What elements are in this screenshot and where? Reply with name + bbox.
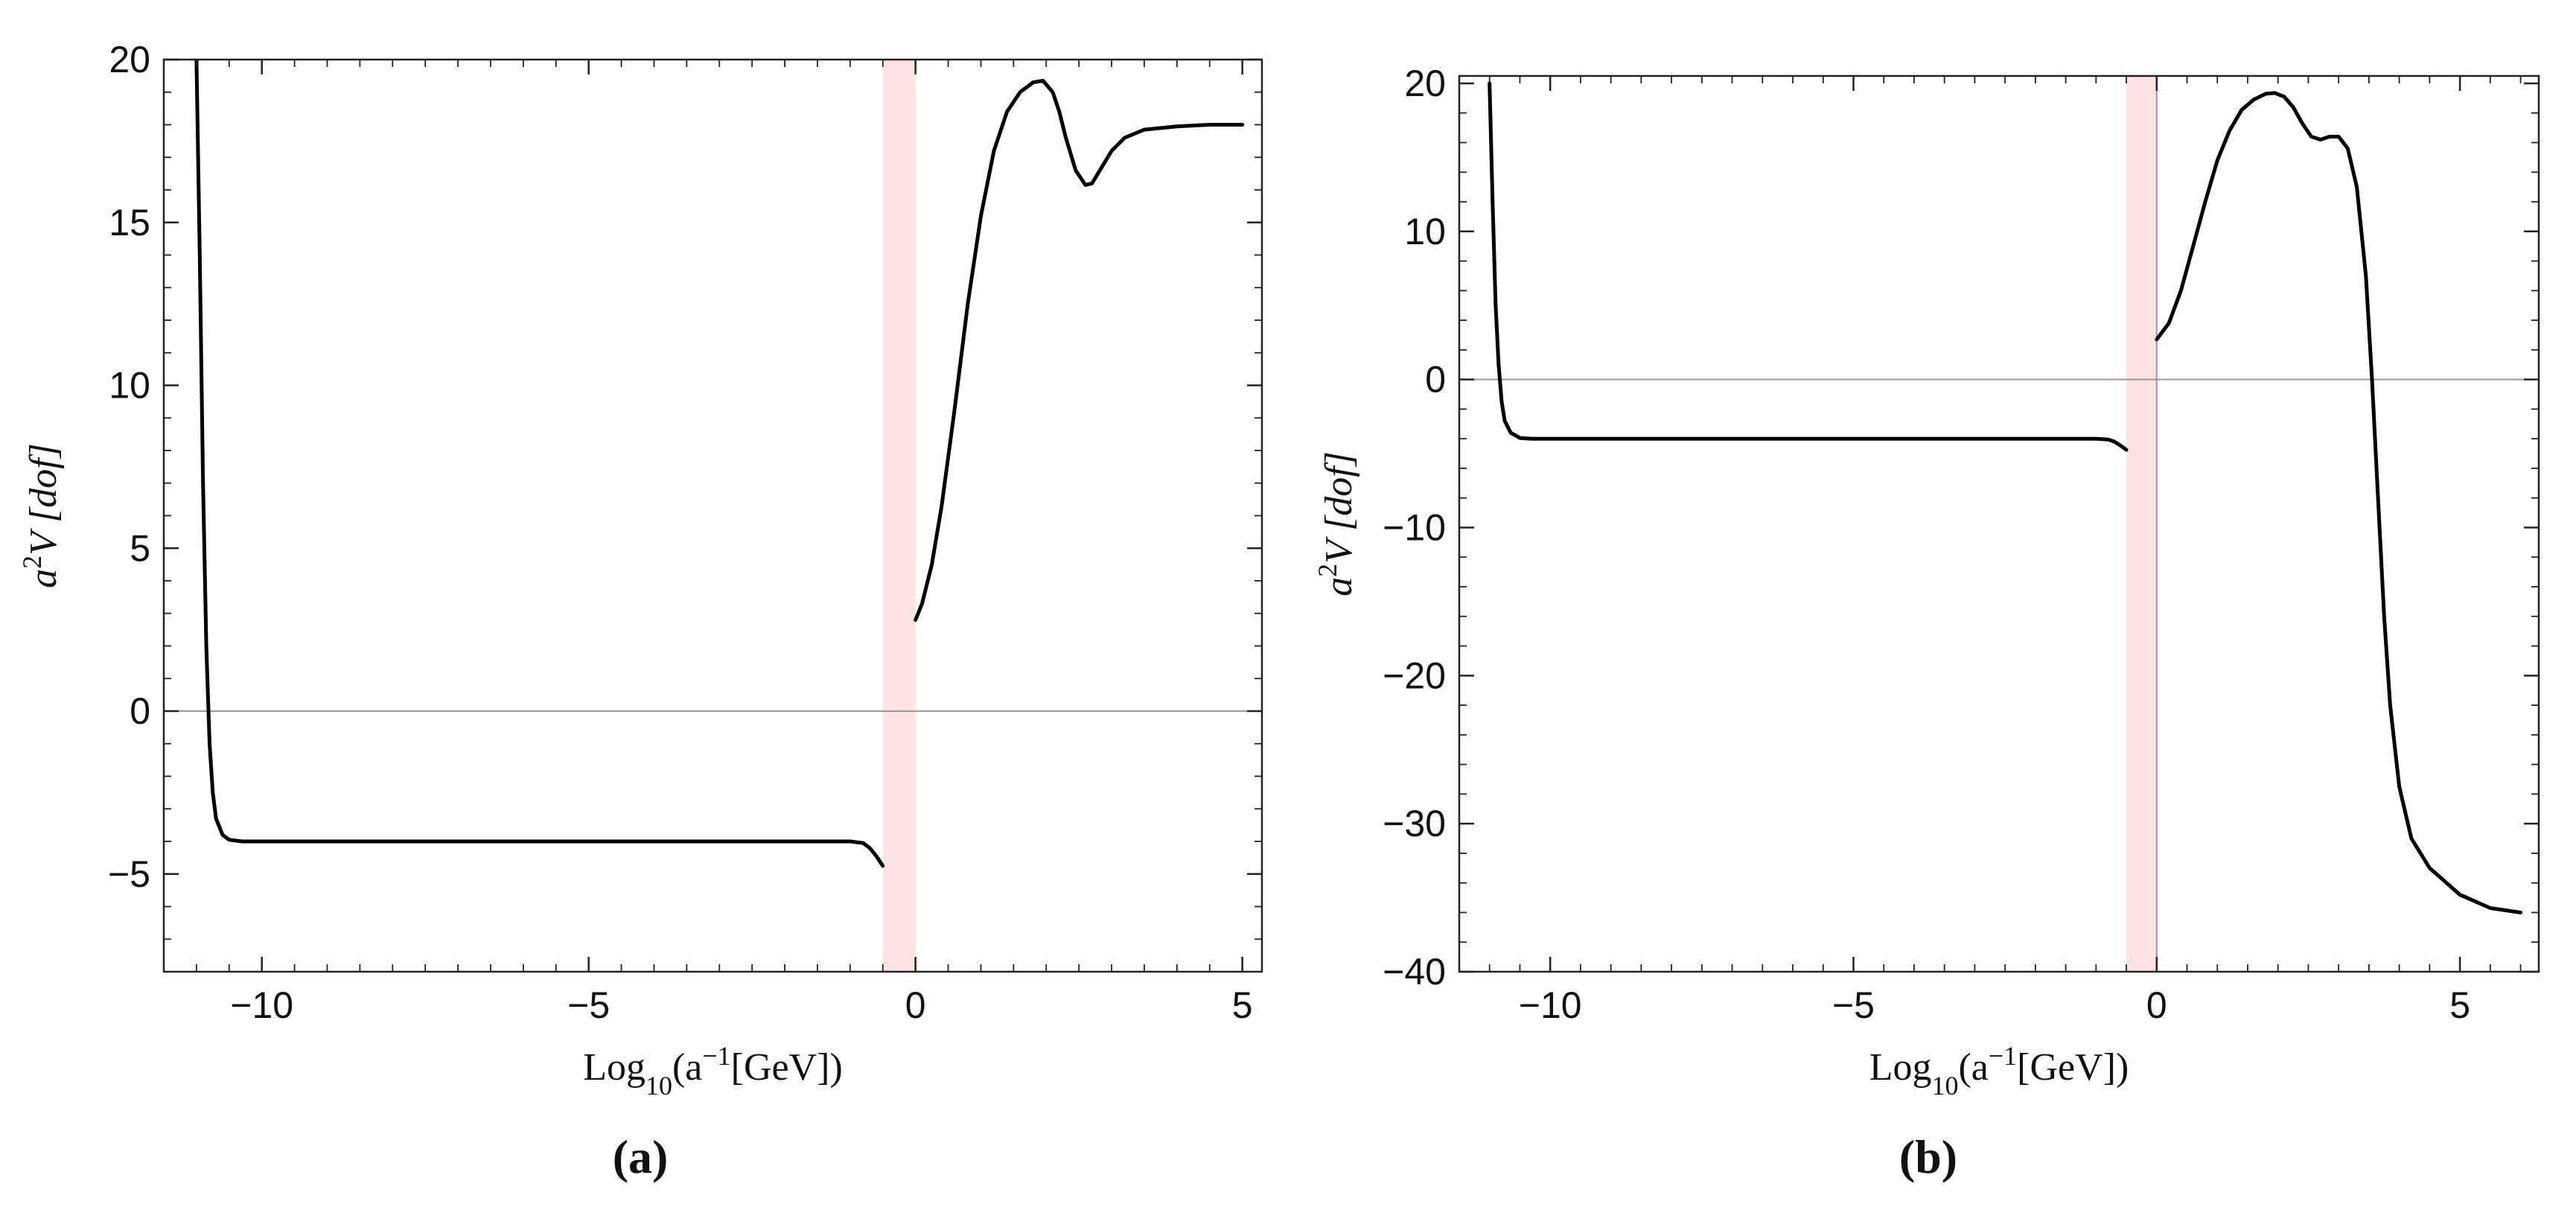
y-tick-label: 0 <box>130 690 150 732</box>
y-tick-label: 20 <box>1404 63 1446 104</box>
plot-frame <box>1458 74 2540 973</box>
y-tick-label: −5 <box>108 853 150 895</box>
plot-frame <box>162 58 1263 973</box>
panel-label: (b) <box>1899 1130 1957 1183</box>
x-tick-label: 0 <box>905 984 926 1026</box>
y-tick-label: −30 <box>1383 803 1446 844</box>
y-tick-label: −10 <box>1383 506 1446 548</box>
y-axis-label: a2V [dof] <box>1313 451 1360 596</box>
y-axis-label: a2V [dof] <box>17 443 65 588</box>
x-tick-label: −5 <box>1832 984 1875 1026</box>
y-tick-label: 0 <box>1425 359 1446 401</box>
y-tick-label: 10 <box>1404 211 1446 252</box>
y-tick-label: −20 <box>1383 655 1446 696</box>
x-tick-label: 5 <box>2449 984 2470 1026</box>
x-tick-label: 5 <box>1232 984 1253 1026</box>
series-line-right <box>2155 91 2523 914</box>
y-tick-label: 20 <box>109 39 150 80</box>
x-tick-label: 0 <box>2146 984 2167 1026</box>
shaded-band <box>882 60 916 972</box>
series-line-right <box>914 78 1245 622</box>
x-axis-label: Log10(a−1[GeV]) <box>583 1041 843 1101</box>
y-tick-label: 5 <box>130 527 150 569</box>
x-tick-label: −10 <box>1519 984 1582 1026</box>
x-axis-label: Log10(a−1[GeV]) <box>1869 1041 2129 1101</box>
y-tick-label: 15 <box>109 202 150 243</box>
chart-panel-b: −10 −5 0 5 −40 −30 −20 −10 0 10 20 Log10(a−1[GeV]) a… <box>1313 63 2540 1183</box>
x-tick-label: −5 <box>567 984 610 1026</box>
x-tick-label: −10 <box>230 984 293 1026</box>
shaded-band <box>2126 76 2157 972</box>
y-tick-label: 10 <box>109 365 150 407</box>
series-line-left <box>1488 81 2129 452</box>
series-line-left <box>194 60 885 868</box>
panel-label: (a) <box>613 1130 669 1183</box>
chart-panel-a: −10 −5 0 5 −5 0 5 10 15 20 Log10(a−1[GeV]) a2V [dof… <box>17 39 1263 1183</box>
y-tick-label: −40 <box>1383 951 1446 993</box>
